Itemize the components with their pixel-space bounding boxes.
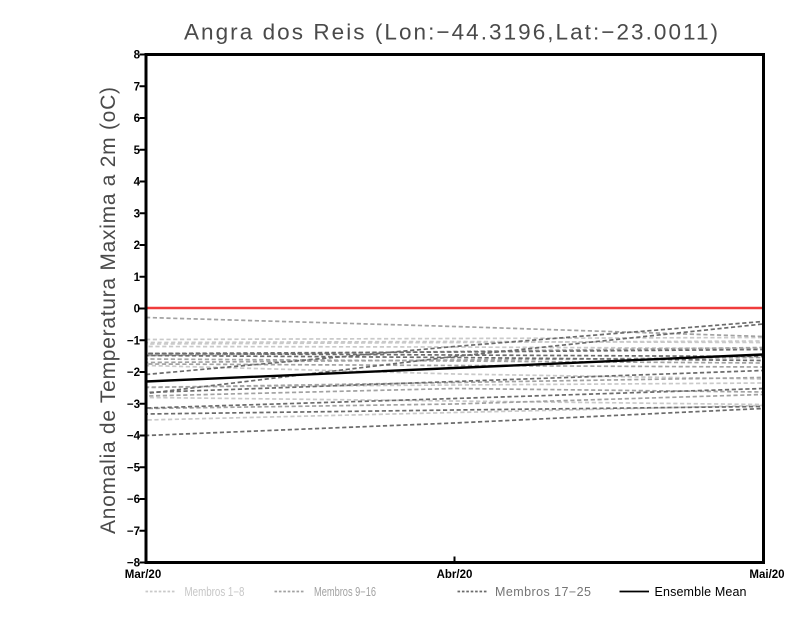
svg-text:Anomalia de Temperatura Maxima: Anomalia de Temperatura Maxima a 2m (oC) [97, 87, 120, 534]
svg-text:−8: −8 [127, 558, 141, 570]
svg-text:Mar/20: Mar/20 [125, 569, 161, 581]
svg-text:7: 7 [134, 81, 140, 93]
svg-text:3: 3 [134, 208, 140, 220]
svg-text:0: 0 [134, 304, 140, 316]
svg-text:5: 5 [134, 145, 141, 157]
svg-text:4: 4 [134, 177, 141, 189]
svg-text:−1: −1 [127, 335, 141, 347]
svg-text:6: 6 [134, 113, 140, 125]
svg-text:−5: −5 [127, 462, 141, 474]
svg-text:−6: −6 [127, 494, 140, 506]
svg-text:Mai/20: Mai/20 [749, 569, 784, 581]
svg-text:−4: −4 [127, 431, 141, 443]
svg-text:Abr/20: Abr/20 [437, 569, 473, 581]
svg-text:8: 8 [134, 50, 141, 62]
svg-text:−2: −2 [127, 367, 140, 379]
svg-text:2: 2 [134, 240, 140, 252]
svg-text:−7: −7 [127, 526, 140, 538]
svg-text:Membros 9−16: Membros 9−16 [314, 585, 376, 599]
svg-text:Angra dos Reis (Lon:−44.3196,L: Angra dos Reis (Lon:−44.3196,Lat:−23.001… [184, 20, 718, 45]
svg-text:Ensemble Mean: Ensemble Mean [655, 585, 747, 599]
svg-text:−3: −3 [127, 399, 140, 411]
svg-text:1: 1 [134, 272, 141, 284]
svg-text:Membros 17−25: Membros 17−25 [495, 585, 591, 599]
svg-text:Membros 1−8: Membros 1−8 [185, 585, 245, 599]
